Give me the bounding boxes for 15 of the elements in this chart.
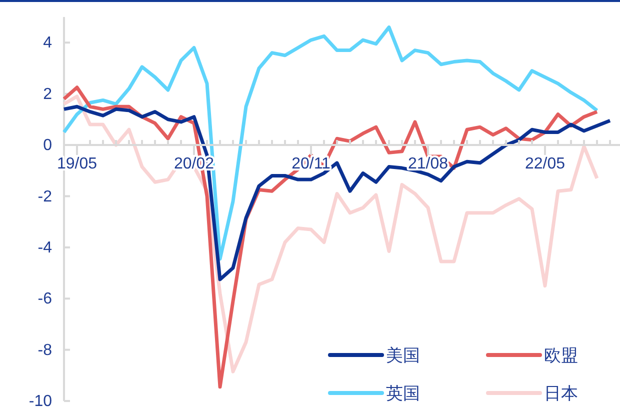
x-tick-label: 21/08 bbox=[408, 155, 448, 172]
x-tick-label: 19/05 bbox=[56, 155, 98, 172]
y-tick-label: -4 bbox=[38, 240, 52, 257]
legend-label: 美国 bbox=[386, 346, 420, 366]
y-tick-label: -6 bbox=[38, 290, 52, 308]
y-tick-label: -10 bbox=[28, 393, 52, 410]
y-tick-label: 2 bbox=[43, 86, 52, 103]
x-tick-label: 22/05 bbox=[524, 155, 566, 172]
legend-label: 日本 bbox=[544, 384, 578, 404]
y-tick-label: -8 bbox=[38, 342, 52, 359]
legend-label: 欧盟 bbox=[544, 346, 578, 366]
y-tick-label: 4 bbox=[43, 34, 52, 52]
legend-label: 英国 bbox=[386, 384, 420, 404]
y-tick-label: -2 bbox=[38, 188, 52, 206]
y-tick-label: 0 bbox=[43, 137, 52, 154]
